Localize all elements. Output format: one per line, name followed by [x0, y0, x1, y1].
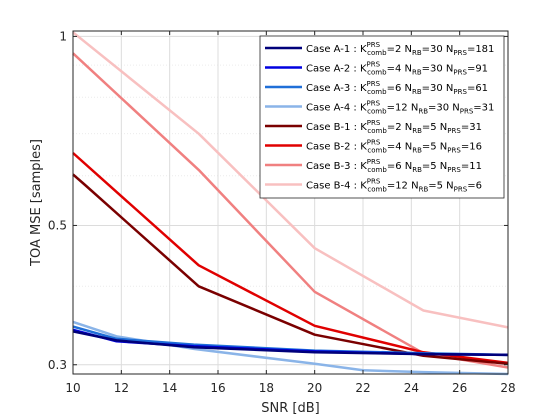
- x-tick-label: 12: [114, 381, 129, 395]
- series-line-4: [72, 320, 509, 376]
- legend-entry: Case B-3 : KPRS comb=6 NRB=5 NPRS=11: [306, 158, 482, 174]
- x-tick-label: 18: [259, 381, 274, 395]
- x-tick-label: 22: [355, 381, 370, 395]
- legend-entry: Case A-1 : KPRS comb=2 NRB=30 NPRS=181: [306, 41, 494, 57]
- legend-entry: Case A-3 : KPRS comb=6 NRB=30 NPRS=61: [306, 80, 488, 96]
- series-line-5: [72, 173, 509, 366]
- legend-box: [259, 35, 505, 199]
- series-layer: [72, 31, 509, 376]
- legend: Case A-1 : KPRS comb=2 NRB=30 NPRS=181 Cas…: [259, 35, 505, 199]
- series-line-8: [72, 31, 509, 329]
- x-tick-label: 20: [307, 381, 322, 395]
- legend-entry: Case A-4 : KPRS comb=12 NRB=30 NPRS=31: [306, 100, 494, 116]
- x-tick-label: 28: [500, 381, 515, 395]
- y-axis-label: TOA MSE [samples]: [29, 139, 44, 267]
- legend-entry: Case A-2 : KPRS comb=4 NRB=30 NPRS=91: [306, 61, 488, 77]
- x-axis-label: SNR [dB]: [261, 401, 319, 416]
- y-tick-label: 1: [59, 29, 67, 43]
- x-tick-label: 16: [210, 381, 225, 395]
- x-tick-label: 14: [162, 381, 177, 395]
- plot-frame: [72, 30, 509, 375]
- x-tick-label: 10: [65, 381, 80, 395]
- x-tick-label: 24: [404, 381, 419, 395]
- legend-entry: Case B-2 : KPRS comb=4 NRB=5 NPRS=16: [306, 139, 482, 155]
- series-line-6: [72, 152, 509, 365]
- y-tick-label: 0.3: [48, 358, 67, 372]
- x-tick-label: 26: [452, 381, 467, 395]
- legend-entry: Case B-1 : KPRS comb=2 NRB=5 NPRS=31: [306, 119, 482, 135]
- ticks: 10 12 14 16 18 20 22 24 26 28 0.3 0.5 1: [48, 29, 516, 395]
- y-tick-label: 0.5: [48, 218, 67, 232]
- legend-entry: Case B-4 : KPRS comb=12 NRB=5 NPRS=6: [306, 178, 482, 194]
- series-line-1: [72, 330, 509, 357]
